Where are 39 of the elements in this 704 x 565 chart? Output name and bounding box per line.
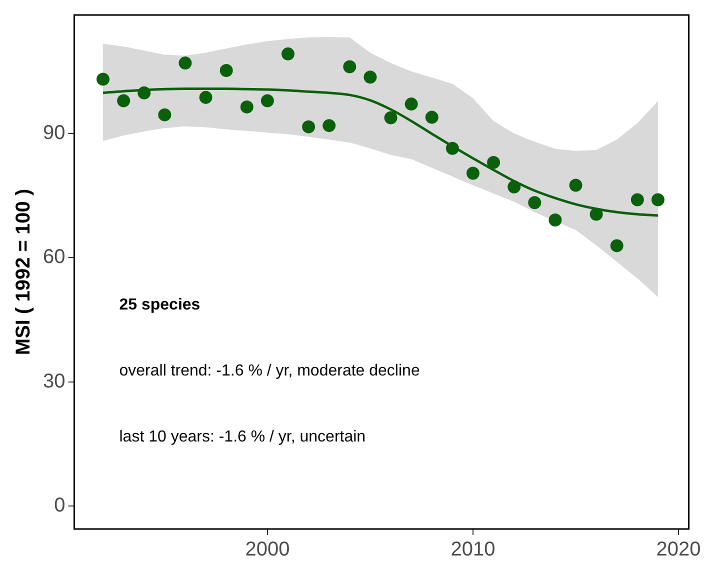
point — [569, 178, 582, 192]
y-tick-label: 0 — [54, 494, 66, 517]
y-tick-label: 30 — [42, 370, 66, 392]
point — [487, 156, 500, 169]
annotation: last 10 years: -1.6 % / yr, uncertain — [119, 428, 366, 446]
point — [343, 60, 356, 74]
x-tick-label: 2010 — [450, 538, 496, 561]
point — [508, 180, 521, 194]
annotation: overall trend: -1.6 % / yr, moderate decline — [119, 362, 420, 380]
x-tick-label: 2020 — [656, 538, 701, 561]
point — [240, 100, 254, 114]
point — [466, 166, 480, 180]
point — [178, 56, 192, 70]
point — [199, 90, 212, 104]
point — [528, 196, 542, 210]
point — [384, 111, 398, 124]
point — [117, 94, 130, 108]
point — [220, 64, 233, 77]
point — [630, 193, 644, 206]
point — [425, 110, 438, 124]
point — [302, 120, 316, 134]
point — [610, 239, 624, 252]
point — [260, 94, 274, 108]
y-tick-label: 90 — [42, 122, 66, 144]
point — [138, 86, 151, 100]
point — [590, 208, 603, 221]
point — [322, 119, 336, 132]
point — [282, 47, 295, 60]
y-tick-label: 60 — [42, 246, 66, 268]
point — [96, 72, 110, 86]
point — [446, 142, 459, 155]
point — [364, 70, 377, 84]
x-tick-label: 2000 — [245, 538, 290, 561]
point — [548, 214, 562, 227]
point — [404, 98, 418, 111]
point — [158, 108, 172, 122]
annotation: 25 species — [119, 296, 200, 314]
point — [651, 193, 664, 206]
y-axis-title: MSI ( 1992 = 100 ) — [12, 188, 35, 356]
